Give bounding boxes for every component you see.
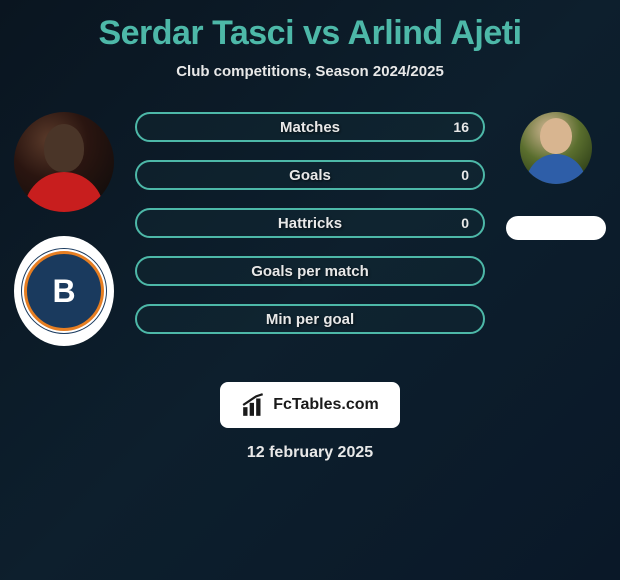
stat-row-goals-per-match: Goals per match xyxy=(135,256,485,286)
right-player-column xyxy=(501,108,611,240)
stat-label: Min per goal xyxy=(266,311,354,328)
page-subtitle: Club competitions, Season 2024/2025 xyxy=(176,63,444,80)
page-title: Serdar Tasci vs Arlind Ajeti xyxy=(98,14,521,53)
date-text: 12 february 2025 xyxy=(247,444,373,462)
player1-club-badge: B xyxy=(14,236,114,346)
stat-label: Hattricks xyxy=(278,215,342,232)
stat-label: Goals xyxy=(289,167,331,184)
player1-avatar xyxy=(14,112,114,212)
stat-value: 0 xyxy=(461,167,469,183)
stat-row-matches: Matches 16 xyxy=(135,112,485,142)
stats-column: Matches 16 Goals 0 Hattricks 0 Goals per… xyxy=(135,108,485,334)
player2-club-placeholder xyxy=(506,216,606,240)
brand-badge[interactable]: FcTables.com xyxy=(220,382,400,428)
player2-avatar xyxy=(520,112,592,184)
stat-row-min-per-goal: Min per goal xyxy=(135,304,485,334)
stat-value: 0 xyxy=(461,215,469,231)
brand-text: FcTables.com xyxy=(273,396,379,414)
stat-label: Matches xyxy=(280,119,340,136)
club-badge-letter: B xyxy=(24,251,104,331)
main-row: B Matches 16 Goals 0 Hattricks 0 Goals p… xyxy=(8,108,612,346)
comparison-card: Serdar Tasci vs Arlind Ajeti Club compet… xyxy=(0,0,620,580)
stat-row-goals: Goals 0 xyxy=(135,160,485,190)
chart-icon xyxy=(241,392,267,418)
stat-value: 16 xyxy=(453,119,469,135)
left-player-column: B xyxy=(9,108,119,346)
stat-label: Goals per match xyxy=(251,263,369,280)
stat-row-hattricks: Hattricks 0 xyxy=(135,208,485,238)
